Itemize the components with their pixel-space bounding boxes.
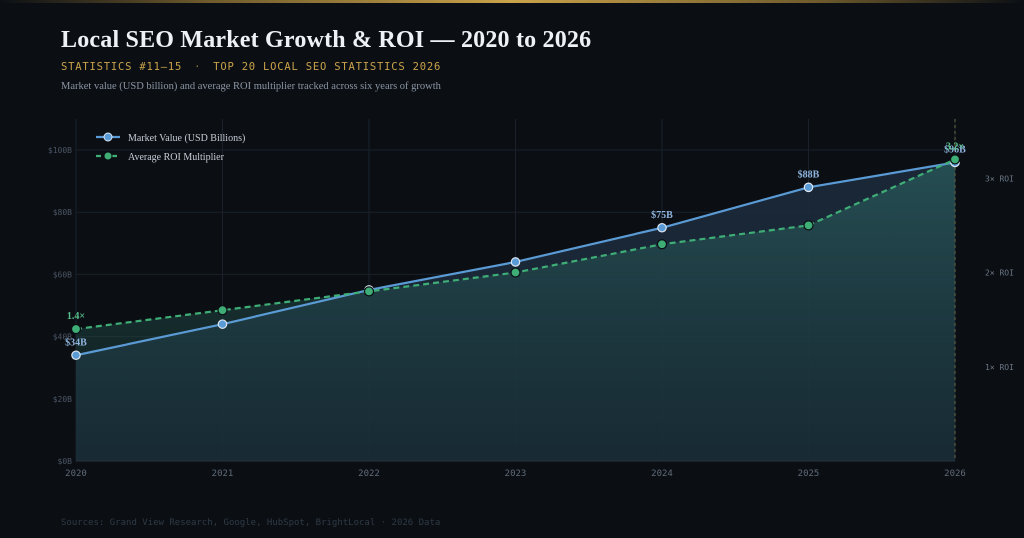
market-value-point xyxy=(71,350,81,361)
market-value-label: $75B xyxy=(651,210,673,221)
y-tick-label: $100B xyxy=(48,146,72,155)
legend-roi-marker xyxy=(103,151,113,161)
x-tick-label: 2021 xyxy=(212,469,234,479)
y-tick-label: $80B xyxy=(53,208,72,217)
x-tick-label: 2025 xyxy=(798,469,820,479)
legend-market-label: Market Value (USD Billions) xyxy=(128,133,245,144)
subtitle-separator: · xyxy=(194,61,202,73)
legend: Market Value (USD Billions) Average ROI M… xyxy=(96,132,245,163)
roi-label: 1.4× xyxy=(67,311,85,322)
market-value-point xyxy=(657,222,667,233)
x-tick-label: 2026 xyxy=(944,469,966,479)
market-value-point xyxy=(510,257,521,267)
market-value-point xyxy=(217,319,228,329)
data-labels: $34B $75B $88B $96B 1.4× 3.2× xyxy=(65,141,966,348)
roi-point xyxy=(656,239,668,250)
y-right-tick-label: 1× ROI xyxy=(985,363,1014,372)
y-right-tick-label: 3× ROI xyxy=(985,174,1014,183)
x-tick-label: 2020 xyxy=(65,469,87,479)
y-right-tick-label: 2× ROI xyxy=(985,269,1014,278)
legend-roi-label: Average ROI Multiplier xyxy=(128,152,225,163)
x-tick-label: 2023 xyxy=(505,469,527,479)
y-tick-label: $40B xyxy=(53,333,72,342)
series-layer xyxy=(70,154,961,361)
stat-tag: STATISTICS #11–15 xyxy=(61,61,183,73)
x-tick-label: 2022 xyxy=(358,469,380,479)
y-tick-label: $60B xyxy=(53,270,72,279)
roi-point xyxy=(363,286,375,297)
chart-subtitle: STATISTICS #11–15 · TOP 20 LOCAL SEO STATI… xyxy=(61,61,441,73)
market-value-label: $96B xyxy=(944,144,966,155)
axes: $0B $20B $40B $60B $80B $100B 2020 2021 2022 2023… xyxy=(48,119,1014,479)
roi-point xyxy=(70,323,82,335)
roi-point xyxy=(949,154,961,165)
legend-market-marker xyxy=(103,132,113,142)
market-value-label: $34B xyxy=(65,337,87,348)
area-layer xyxy=(76,159,955,461)
section-name: TOP 20 LOCAL SEO STATISTICS 2026 xyxy=(213,61,442,73)
roi-point xyxy=(217,305,228,316)
roi-point xyxy=(803,220,814,231)
chart-description: Market value (USD billion) and average R… xyxy=(61,81,441,92)
x-tick-label: 2024 xyxy=(651,469,673,479)
market-value-label: $88B xyxy=(798,169,820,180)
roi-point xyxy=(510,267,521,278)
top-accent-bar xyxy=(0,0,1024,3)
sources-note: Sources: Grand View Research, Google, Hu… xyxy=(61,518,441,528)
y-tick-label: $0B xyxy=(58,457,73,466)
roi-label: 3.2× xyxy=(946,141,964,152)
roi-area xyxy=(76,159,955,461)
market-value-point xyxy=(803,182,814,193)
chart-title: Local SEO Market Growth & ROI — 2020 to … xyxy=(61,27,592,53)
y-tick-label: $20B xyxy=(53,395,72,404)
